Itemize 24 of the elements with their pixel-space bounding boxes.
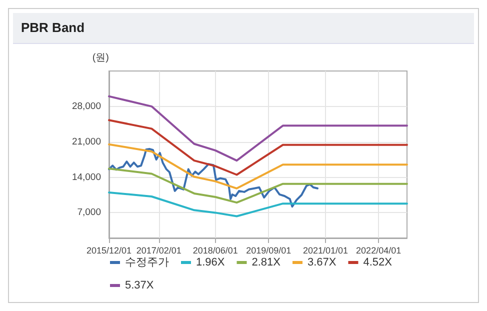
x-tick-label: 2018/06/01 bbox=[192, 246, 238, 256]
x-tick-label: 2017/02/01 bbox=[136, 246, 182, 256]
y-tick-label: 21,000 bbox=[72, 136, 101, 148]
line-series bbox=[108, 191, 408, 218]
x-tick-label: 2019/09/01 bbox=[246, 246, 292, 256]
legend-label: 2.81X bbox=[252, 256, 282, 268]
legend-label: 수정주가 bbox=[125, 256, 169, 268]
x-tick-label: 2021/01/01 bbox=[303, 246, 348, 256]
x-tick-label: 2015/12/01 bbox=[86, 246, 132, 256]
x-tick-label: 2022/04/01 bbox=[356, 246, 402, 256]
line-series bbox=[108, 143, 408, 190]
chart-title: PBR Band bbox=[21, 20, 85, 35]
legend-label: 3.67X bbox=[307, 256, 337, 268]
legend-label: 1.96X bbox=[196, 256, 226, 268]
line-series bbox=[108, 95, 408, 162]
line-series bbox=[108, 148, 318, 208]
y-tick-label: 28,000 bbox=[72, 100, 101, 112]
y-axis-title: (원) bbox=[92, 52, 109, 64]
y-tick-label: 7,000 bbox=[77, 207, 101, 218]
y-tick-label: 14,000 bbox=[72, 172, 101, 183]
legend-label: 5.37X bbox=[125, 280, 154, 292]
line-series bbox=[108, 119, 408, 176]
line-series bbox=[108, 168, 408, 204]
legend-label: 4.52X bbox=[363, 256, 393, 268]
